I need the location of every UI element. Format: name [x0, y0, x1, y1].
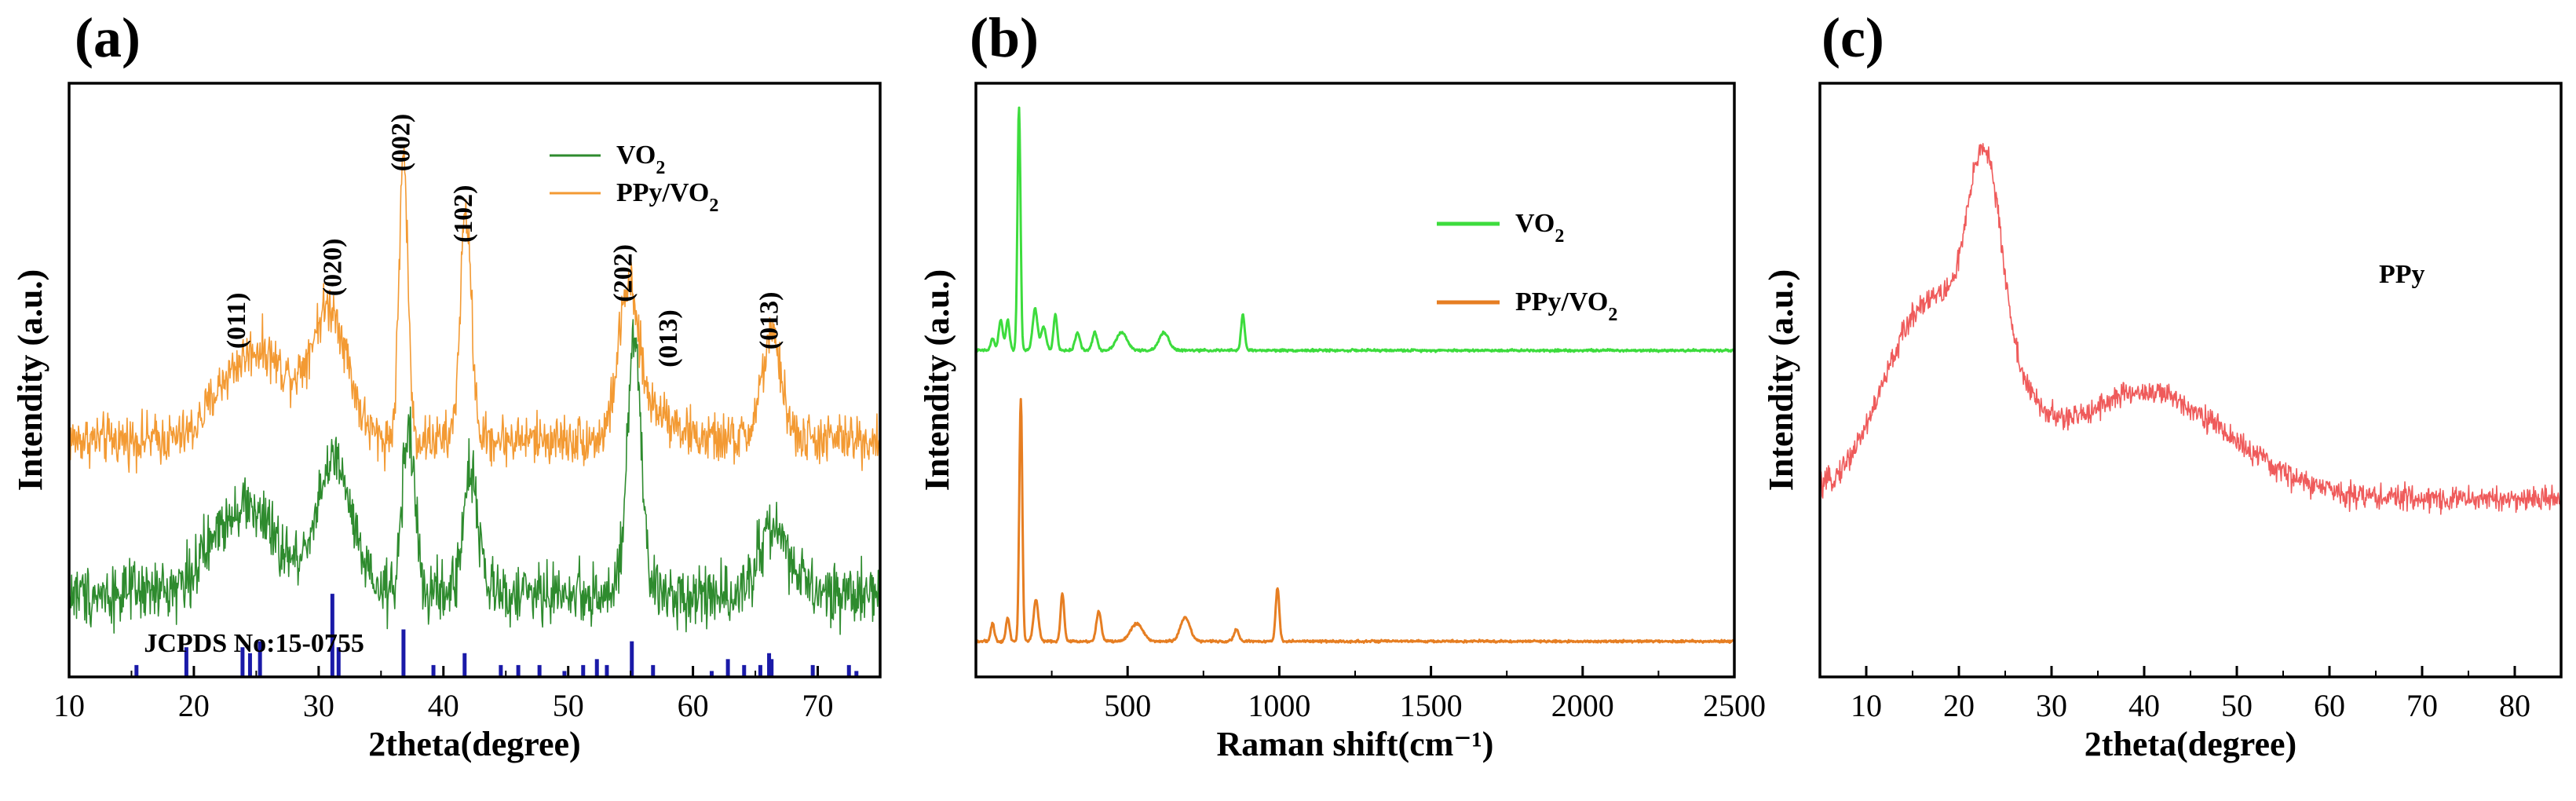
- legend-subscript: 2: [656, 158, 665, 178]
- legend-label: PPy/VO2: [1515, 287, 1617, 325]
- x-tick-label: 10: [1851, 688, 1882, 723]
- panel-2: (b) 500 1000 1500 2000 2500 Raman shift(cm⁻¹) I…: [918, 6, 1766, 763]
- legend-label: PPy/VO2: [616, 178, 718, 216]
- panel-label: (b): [970, 6, 1039, 69]
- plot-frame: [974, 82, 1736, 678]
- legend-text: VO: [1515, 209, 1555, 238]
- legend-subscript: 2: [1608, 305, 1617, 325]
- peak-label: (202): [609, 244, 638, 302]
- x-tick-label: 30: [303, 688, 334, 723]
- x-tick-label: 60: [2314, 688, 2345, 723]
- x-axis-title: 2theta(degree): [368, 725, 580, 763]
- series-line-vo2: [68, 319, 881, 635]
- legend-3: PPy: [2379, 260, 2425, 289]
- legend-label: VO2: [1515, 209, 1564, 247]
- y-axis-title: Intendity (a.u.): [1762, 269, 1800, 491]
- legend-text: PPy: [2379, 260, 2425, 289]
- series-line-ppyvo2: [974, 397, 1736, 645]
- legend-text: VO: [616, 141, 656, 170]
- x-tick-label: 50: [2221, 688, 2253, 723]
- legend-subscript: 2: [1555, 226, 1564, 247]
- x-tick-label: 80: [2499, 688, 2530, 723]
- x-tick-label: 50: [553, 688, 584, 723]
- x-axis-title: 2theta(degree): [2085, 725, 2296, 763]
- plot-frame: [1818, 82, 2563, 678]
- plot-frame: [68, 82, 882, 678]
- series-line-ppyvo2: [68, 144, 881, 474]
- x-tick-label: 60: [678, 688, 709, 723]
- panel-label: (c): [1821, 6, 1884, 69]
- x-tick-label: 70: [802, 688, 834, 723]
- reference-label: JCPDS No:15-0755: [144, 629, 364, 658]
- x-tick-label: 30: [2036, 688, 2067, 723]
- x-tick-label: 10: [53, 688, 85, 723]
- x-tick-label: 500: [1104, 688, 1151, 723]
- legend-subscript: 2: [709, 196, 718, 216]
- panel-3: (c) 10 20 30 40 50 60 70 80 2theta(degree) Intendi…: [1762, 6, 2563, 763]
- x-tick-label: 1000: [1248, 688, 1310, 723]
- legend-text: PPy/VO: [616, 178, 709, 207]
- x-axis-title: Raman shift(cm⁻¹): [1217, 725, 1494, 763]
- legend-label: VO2: [616, 141, 665, 178]
- x-tick-label: 20: [1943, 688, 1975, 723]
- panel-label: (a): [75, 6, 141, 69]
- peak-label: (013): [755, 292, 784, 350]
- peak-label: (002): [387, 114, 416, 172]
- x-tick-label: 2000: [1551, 688, 1614, 723]
- x-tick-label: 20: [178, 688, 210, 723]
- panel-1: (a) JCPDS No:15-0755 (011) (020) (002) (102) (…: [11, 6, 882, 763]
- legend-label: PPy: [2379, 260, 2425, 289]
- y-axis-title: Intendity (a.u.): [918, 269, 956, 491]
- x-tick-label: 70: [2406, 688, 2438, 723]
- peak-label: (011): [222, 293, 251, 349]
- series-line-vo2: [974, 106, 1736, 353]
- x-tick-label: 40: [428, 688, 459, 723]
- legend-text: PPy/VO: [1515, 287, 1608, 316]
- x-tick-label: 40: [2128, 688, 2160, 723]
- y-axis-title: Intendity (a.u.): [11, 269, 49, 491]
- peak-label: (020): [318, 239, 347, 297]
- x-tick-label: 2500: [1703, 688, 1766, 723]
- peak-label: (013): [654, 309, 683, 368]
- x-tick-label: 1500: [1400, 688, 1463, 723]
- series-line-ppy: [1819, 143, 2562, 515]
- peak-label: (102): [449, 185, 478, 243]
